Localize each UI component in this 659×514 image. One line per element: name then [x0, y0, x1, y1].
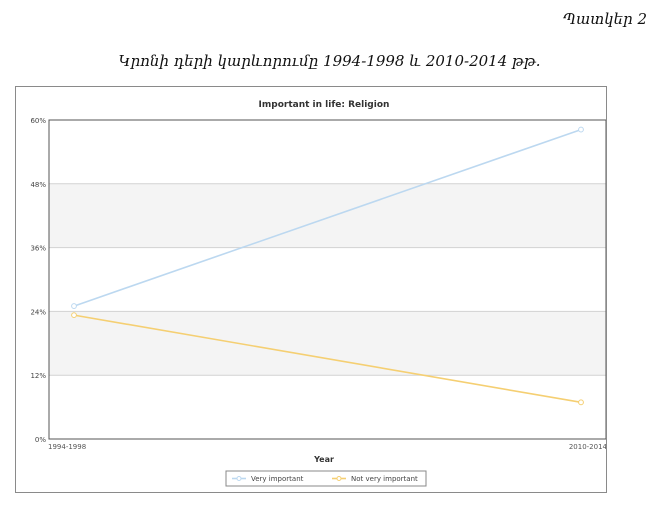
document-heading: Կրոնի դերի կարևորումը 1994-1998 և 2010-2…: [118, 52, 541, 70]
legend: Very important Not very important: [225, 470, 427, 487]
x-tick-labels: 1994-1998 2010-2014: [48, 443, 606, 451]
chart-frame: 0% 12% 24% 36% 48% 60% 1994-1998 2010-2014 Imp…: [15, 86, 607, 493]
figure-caption: Պատկեր 2: [562, 10, 647, 28]
x-tick-label: 2010-2014: [569, 443, 606, 451]
plot-area-border: [48, 119, 606, 440]
x-tick-label: 1994-1998: [48, 443, 86, 451]
grid-band: [49, 183, 606, 248]
data-point: [71, 303, 77, 309]
x-axis-label: Year: [313, 455, 334, 464]
y-tick-label: 60%: [30, 117, 46, 125]
legend-marker: [236, 476, 242, 481]
legend-label: Very important: [251, 475, 304, 483]
series-line: [73, 314, 582, 404]
data-point: [71, 312, 77, 319]
data-point: [578, 126, 584, 133]
legend-marker: [336, 476, 342, 481]
y-tick-label: 36%: [30, 245, 46, 253]
gridlines: [49, 119, 606, 440]
chart-title: Important in life: Religion: [259, 100, 390, 110]
legend-box: [225, 470, 427, 487]
y-tick-label: 48%: [30, 181, 46, 189]
data-point: [578, 399, 584, 406]
alternating-bands: [49, 183, 606, 376]
y-tick-label: 24%: [30, 308, 46, 316]
y-tick-label: 0%: [35, 436, 46, 444]
legend-label: Not very important: [351, 475, 418, 483]
line-chart: 0% 12% 24% 36% 48% 60% 1994-1998 2010-2014 Imp…: [30, 100, 606, 487]
series-line: [73, 128, 582, 307]
series-lines: [71, 126, 584, 406]
y-tick-label: 12%: [30, 372, 46, 380]
grid-band: [49, 311, 606, 376]
y-tick-labels: 0% 12% 24% 36% 48% 60%: [30, 117, 46, 444]
